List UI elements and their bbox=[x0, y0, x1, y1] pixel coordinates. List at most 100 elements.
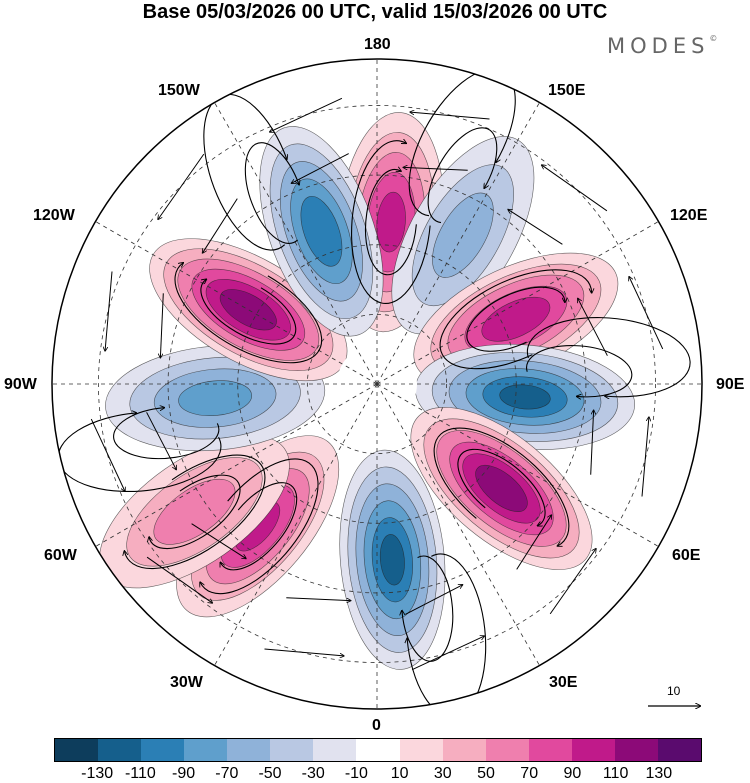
streamline bbox=[158, 153, 205, 219]
colorbar-label: 130 bbox=[645, 765, 673, 782]
streamline bbox=[286, 597, 350, 601]
streamline bbox=[204, 482, 298, 571]
meridian-line bbox=[376, 383, 659, 547]
streamline bbox=[191, 523, 246, 559]
meridian-line bbox=[214, 383, 378, 666]
streamline bbox=[364, 167, 417, 276]
lon-label-60w: 60W bbox=[44, 547, 77, 564]
streamline bbox=[404, 167, 468, 171]
colorbar-cell bbox=[399, 739, 443, 761]
streamline bbox=[105, 271, 113, 351]
lon-label-30e: 30E bbox=[549, 674, 578, 691]
colorbar-cell bbox=[657, 739, 701, 761]
streamline bbox=[175, 458, 319, 595]
colorbar-label: -70 bbox=[215, 765, 239, 782]
meridian-line bbox=[95, 383, 378, 547]
lon-label-90e: 90E bbox=[716, 376, 745, 393]
colorbar-label: -130 bbox=[81, 765, 114, 782]
streamline bbox=[526, 317, 691, 403]
colorbar-cell bbox=[571, 739, 615, 761]
anomaly-contour bbox=[153, 478, 236, 545]
colorbar-cell bbox=[270, 739, 314, 761]
streamline bbox=[526, 345, 633, 401]
streamline bbox=[641, 417, 649, 497]
colorbar-label: 90 bbox=[563, 765, 582, 782]
colorbar-cell bbox=[442, 739, 486, 761]
colorbar-label: 10 bbox=[390, 765, 409, 782]
colorbar-label: 110 bbox=[602, 765, 629, 782]
colorbar-label: -10 bbox=[344, 765, 368, 782]
brand-mark: © bbox=[709, 34, 718, 43]
map-boundary bbox=[51, 58, 703, 710]
anomaly-cell bbox=[339, 449, 446, 670]
streamline bbox=[270, 97, 343, 132]
meridian-line bbox=[376, 221, 659, 385]
meridian-line bbox=[214, 102, 378, 385]
streamline bbox=[174, 235, 323, 364]
colorbar-label: 70 bbox=[520, 765, 539, 782]
streamline bbox=[160, 293, 164, 357]
streamline bbox=[590, 411, 594, 475]
colorbar-labels: -130 -110 -90 -70 -50 -30 -10 10 30 50 70 90 110 130 bbox=[54, 765, 702, 783]
streamline bbox=[397, 555, 454, 662]
graticule bbox=[52, 59, 702, 709]
colorbar-label: -30 bbox=[301, 765, 325, 782]
streamline bbox=[408, 68, 516, 217]
lon-label-0: 0 bbox=[372, 717, 381, 734]
streamline bbox=[113, 403, 220, 460]
streamline bbox=[137, 474, 241, 550]
anomaly-cell bbox=[259, 126, 384, 337]
anomaly-contour bbox=[481, 296, 551, 342]
lon-label-120w: 120W bbox=[33, 207, 75, 224]
streamline bbox=[427, 127, 498, 224]
meridian-line bbox=[376, 102, 540, 385]
colorbar-cell bbox=[614, 739, 658, 761]
streamline bbox=[200, 261, 297, 345]
colorbar-label: -90 bbox=[172, 765, 196, 782]
latitude-circle bbox=[98, 105, 656, 663]
colorbar-cell bbox=[528, 739, 572, 761]
streamline bbox=[400, 553, 487, 709]
colorbar-cell bbox=[184, 739, 228, 761]
colorbar-label: -110 bbox=[124, 765, 156, 782]
lon-label-150e: 150E bbox=[548, 82, 586, 99]
lon-label-60e: 60E bbox=[672, 547, 701, 564]
anomaly-contour bbox=[300, 196, 343, 267]
streamline bbox=[516, 515, 552, 570]
streamline bbox=[264, 648, 344, 656]
colorbar-cell bbox=[55, 739, 99, 761]
colorbar-label: 30 bbox=[433, 765, 452, 782]
streamline bbox=[508, 210, 563, 245]
colorbar-cell bbox=[313, 739, 357, 761]
modes-logo: MODES© bbox=[607, 34, 717, 58]
anomaly-contour bbox=[379, 534, 405, 586]
colorbar-cell bbox=[98, 739, 142, 761]
streamline bbox=[542, 165, 608, 212]
meridian-line bbox=[376, 383, 540, 666]
lon-label-90w: 90W bbox=[4, 376, 37, 393]
streamline bbox=[433, 427, 570, 571]
streamline bbox=[549, 549, 596, 615]
lon-label-150w: 150W bbox=[158, 82, 200, 99]
colorbar-cell bbox=[227, 739, 271, 761]
streamline bbox=[292, 153, 349, 184]
streamline bbox=[629, 277, 664, 350]
colorbar-cell bbox=[356, 739, 400, 761]
streamline bbox=[411, 636, 484, 671]
meridian-line bbox=[95, 221, 378, 385]
lon-label-30w: 30W bbox=[170, 674, 203, 691]
streamline bbox=[146, 556, 212, 603]
streamline bbox=[57, 406, 222, 492]
streamline bbox=[203, 198, 238, 253]
streamline bbox=[90, 418, 125, 491]
brand-text: MODES bbox=[607, 34, 710, 58]
streamline bbox=[578, 299, 608, 356]
streamline bbox=[405, 585, 462, 615]
lon-label-120e: 120E bbox=[670, 207, 708, 224]
streamline bbox=[466, 286, 574, 352]
lon-label-180: 180 bbox=[364, 36, 391, 53]
anomaly-cell bbox=[99, 435, 290, 589]
streamline bbox=[410, 112, 490, 120]
map-title: Base 05/03/2026 00 UTC, valid 15/03/2026… bbox=[142, 1, 608, 23]
